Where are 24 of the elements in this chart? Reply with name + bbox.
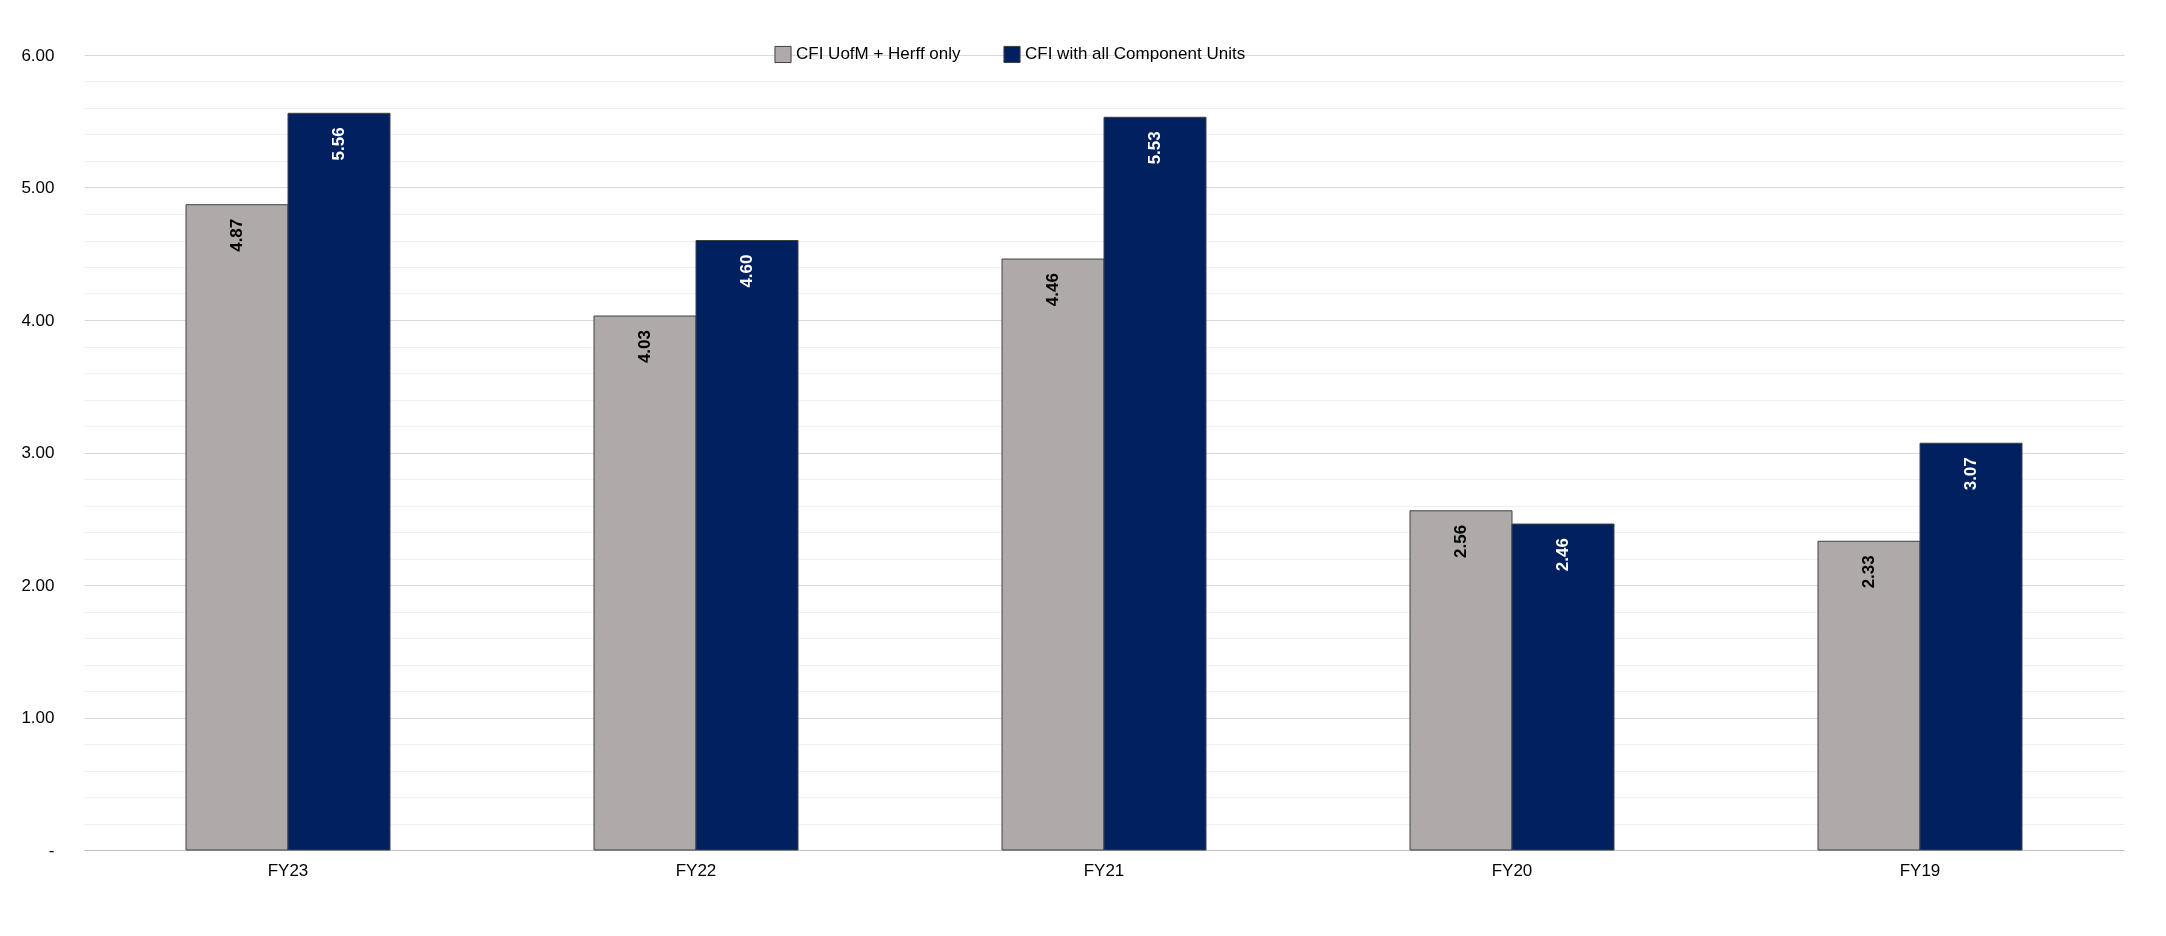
- y-tick-label: 6.00: [21, 45, 55, 65]
- x-tick-label: FY22: [675, 860, 717, 880]
- data-label: 5.56: [329, 127, 348, 161]
- data-label: 2.56: [1451, 524, 1470, 558]
- y-tick-label: 5.00: [21, 178, 55, 197]
- legend-label: CFI with all Component Units: [1025, 44, 1246, 64]
- data-label: 4.87: [227, 218, 246, 252]
- x-tick-label: FY23: [267, 860, 309, 880]
- y-tick-label: 3.00: [21, 443, 55, 462]
- data-label: 2.46: [1553, 538, 1572, 572]
- x-tick-label: FY21: [1083, 860, 1125, 880]
- data-label: 3.07: [1961, 457, 1980, 491]
- data-label: 2.33: [1859, 555, 1878, 589]
- data-label: 5.53: [1145, 131, 1164, 165]
- y-tick-label: 1.00: [21, 708, 55, 727]
- y-tick-label: 4.00: [21, 310, 55, 330]
- data-label: 4.03: [635, 330, 654, 364]
- data-label: 4.60: [737, 254, 756, 288]
- x-tick-label: FY20: [1491, 860, 1533, 880]
- y-tick-label: -: [48, 840, 55, 860]
- y-tick-label: 2.00: [21, 575, 55, 595]
- data-label: 4.46: [1043, 273, 1062, 307]
- x-tick-label: FY19: [1899, 860, 1941, 880]
- legend-label: CFI UofM + Herff only: [796, 44, 962, 64]
